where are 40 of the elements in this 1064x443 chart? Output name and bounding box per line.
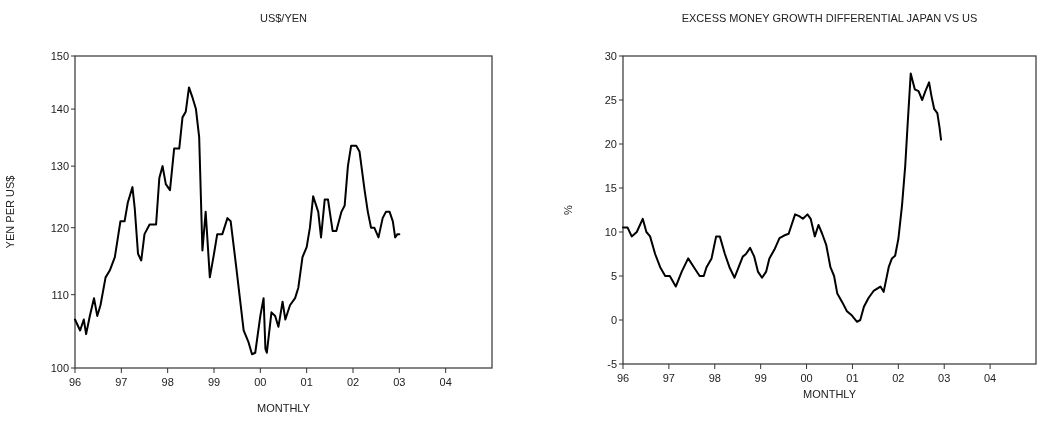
y-tick-label: 25 xyxy=(604,94,617,106)
x-tick-label: 99 xyxy=(207,376,221,388)
y-tick-label: 130 xyxy=(50,160,69,173)
chart-title: US$/YEN xyxy=(259,12,308,24)
y-tick-label: 30 xyxy=(604,50,617,62)
x-tick-label: 96 xyxy=(616,372,630,384)
y-tick-label: 140 xyxy=(50,103,69,116)
chart-title: EXCESS MONEY GROWTH DIFFERENTIAL JAPAN VS US xyxy=(681,12,978,24)
x-tick-label: 04 xyxy=(439,376,452,388)
y-axis-title: % xyxy=(562,204,574,215)
x-tick-label: 96 xyxy=(68,376,82,388)
x-tick-label: 03 xyxy=(393,376,406,388)
y-tick-label: 100 xyxy=(50,362,69,374)
y-tick-label: 10 xyxy=(604,226,617,238)
x-axis-title: MONTHLY xyxy=(803,388,857,400)
y-tick-label: 0 xyxy=(610,314,617,326)
x-tick-label: 00 xyxy=(254,376,267,388)
y-tick-label: 20 xyxy=(604,138,617,150)
y-tick-label: 15 xyxy=(604,182,617,194)
x-tick-label: 99 xyxy=(754,372,767,384)
x-tick-label: 00 xyxy=(800,372,813,384)
x-tick-label: 02 xyxy=(892,372,905,384)
x-axis-title: MONTHLY xyxy=(257,402,311,414)
y-tick-label: -5 xyxy=(607,358,617,370)
line-series xyxy=(74,86,401,356)
x-tick-label: 04 xyxy=(983,372,997,384)
x-tick-label: 98 xyxy=(708,372,721,384)
y-tick-label: 150 xyxy=(50,50,69,62)
line-series xyxy=(622,72,943,323)
x-tick-label: 98 xyxy=(161,376,174,388)
x-tick-label: 01 xyxy=(846,372,859,384)
y-tick-label: 120 xyxy=(50,221,69,234)
x-tick-label: 03 xyxy=(938,372,951,384)
x-tick-label: 97 xyxy=(115,376,128,388)
y-tick-label: 110 xyxy=(51,288,69,301)
x-tick-label: 97 xyxy=(662,372,676,384)
y-tick-label: 5 xyxy=(610,270,617,282)
x-tick-label: 02 xyxy=(346,376,360,388)
x-tick-label: 01 xyxy=(300,376,313,388)
y-axis-title: YEN PER US$ xyxy=(4,175,16,249)
